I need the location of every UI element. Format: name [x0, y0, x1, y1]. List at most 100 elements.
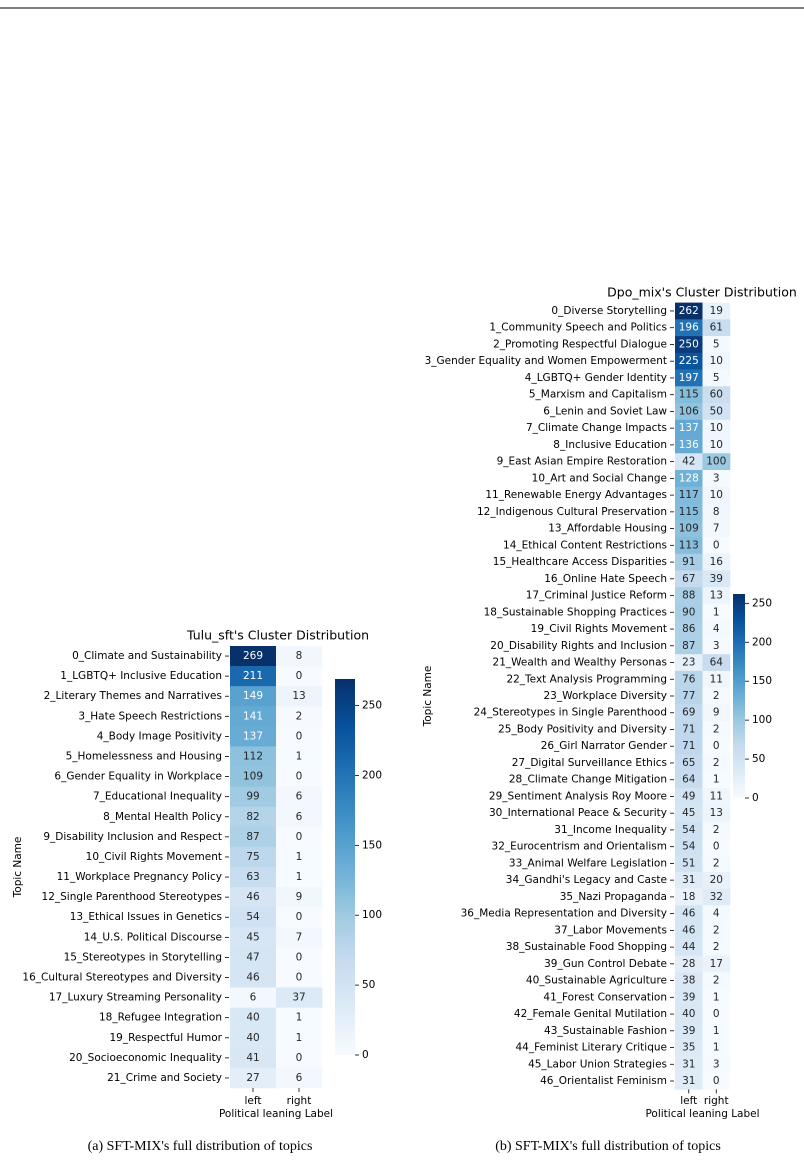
heatmap-cell — [276, 887, 323, 908]
cell-label: 2 — [713, 975, 720, 987]
cell-label: 1 — [296, 1012, 303, 1024]
chart-title: Dpo_mix's Cluster Distribution — [607, 285, 797, 300]
heatmap-cell — [675, 1022, 703, 1040]
heatmap-cell — [675, 587, 703, 605]
cell-label: 27 — [246, 1072, 259, 1084]
heatmap-cell — [230, 806, 277, 828]
heatmap-cell — [675, 436, 703, 454]
heatmap-cell — [702, 704, 731, 722]
heatmap-cell — [276, 706, 323, 727]
cell-label: 60 — [710, 389, 723, 401]
cell-label: 109 — [243, 771, 263, 783]
cell-label: 35 — [682, 1042, 695, 1054]
cell-label: 28 — [682, 958, 695, 970]
y-tick-label: 19_Respectful Humor — [109, 1032, 222, 1044]
cell-label: 2 — [713, 757, 720, 769]
y-tick-label: 29_Sentiment Analysis Roy Moore — [489, 790, 667, 802]
cell-label: 23 — [682, 657, 695, 669]
cell-label: 71 — [682, 740, 695, 752]
y-tick-label: 18_Sustainable Shopping Practices — [484, 606, 667, 618]
y-tick-label: 4_LGBTQ+ Gender Identity — [525, 372, 667, 384]
cell-label: 225 — [679, 355, 699, 367]
y-tick-label: 44_Feminist Literary Critique — [515, 1042, 667, 1054]
y-tick-label: 16_Cultural Stereotypes and Diversity — [22, 972, 222, 984]
heatmap-cell — [276, 766, 323, 787]
cell-label: 5 — [713, 338, 720, 350]
y-tick-label: 1_Community Speech and Politics — [489, 322, 667, 334]
heatmap-cell — [702, 503, 731, 521]
heatmap-cell — [702, 302, 731, 320]
heatmap-cell — [276, 1047, 323, 1069]
heatmap-cell — [276, 967, 323, 988]
cell-label: 0 — [296, 771, 303, 783]
cell-label: 86 — [682, 623, 696, 635]
heatmap-cell — [230, 706, 277, 727]
cell-label: 49 — [682, 790, 695, 802]
y-tick-label: 10_Civil Rights Movement — [86, 851, 222, 863]
heatmap-cell — [702, 871, 731, 889]
x-axis-label: Political leaning Label — [645, 1108, 759, 1120]
y-tick-label: 46_Orientalist Feminism — [540, 1075, 667, 1087]
y-tick-label: 26_Girl Narrator Gender — [541, 740, 668, 752]
heatmap-cell — [276, 987, 323, 1008]
y-tick-label: 34_Gandhi's Legacy and Caste — [506, 874, 667, 886]
cell-label: 1 — [713, 774, 720, 786]
y-tick-label: 15_Stereotypes in Storytelling — [64, 951, 222, 963]
heatmap-cell — [702, 1022, 731, 1040]
heatmap-cell — [230, 887, 277, 908]
heatmap-cell — [702, 754, 731, 772]
heatmap-cell — [675, 637, 703, 655]
cell-label: 115 — [679, 389, 699, 401]
y-tick-label: 19_Civil Rights Movement — [531, 623, 667, 635]
cell-label: 18 — [682, 891, 695, 903]
y-tick-label: 4_Body Image Positivity — [97, 730, 222, 742]
heatmap-cell — [702, 1005, 731, 1023]
heatmap-cell — [276, 726, 323, 747]
heatmap-cell — [702, 888, 731, 906]
heatmap-cell — [230, 746, 277, 767]
colorbar-tick-label: 250 — [752, 597, 772, 609]
heatmap-cell — [675, 855, 703, 873]
colorbar-tick-label: 50 — [752, 753, 765, 765]
heatmap-cell — [702, 804, 731, 822]
heatmap-cell — [702, 536, 731, 555]
heatmap-cell — [675, 771, 703, 789]
heatmap-cell — [702, 988, 731, 1006]
y-tick-label: 20_Disability Rights and Inclusion — [490, 640, 667, 652]
heatmap-cell — [675, 654, 703, 672]
cell-label: 64 — [710, 657, 724, 669]
y-tick-label: 36_Media Representation and Diversity — [461, 908, 667, 920]
cell-label: 137 — [679, 422, 699, 434]
cell-label: 106 — [679, 405, 699, 417]
cell-label: 6 — [250, 992, 257, 1004]
cell-label: 45 — [682, 807, 695, 819]
colorbar-tick-label: 250 — [362, 700, 382, 712]
y-tick-label: 21_Wealth and Wealthy Personas — [493, 657, 667, 669]
cell-label: 2 — [713, 924, 720, 936]
heatmap-cell — [702, 938, 731, 956]
cell-label: 128 — [679, 472, 699, 484]
heatmap-cell — [702, 654, 731, 672]
cell-label: 69 — [682, 707, 695, 719]
cell-label: 141 — [243, 710, 263, 722]
heatmap-cell — [230, 1027, 277, 1049]
cell-label: 6 — [296, 811, 303, 823]
heatmap-cell — [675, 1039, 703, 1057]
y-axis-label: Topic Name — [12, 837, 24, 899]
heatmap-cell — [276, 867, 323, 888]
heatmap-cell — [702, 838, 731, 856]
cell-label: 10 — [710, 355, 723, 367]
cell-label: 197 — [679, 372, 699, 384]
cell-label: 109 — [679, 523, 699, 535]
y-tick-label: 33_Animal Welfare Legislation — [509, 857, 667, 869]
heatmap-cell — [276, 686, 323, 707]
cell-label: 87 — [682, 640, 695, 652]
heatmap-cell — [230, 1007, 277, 1029]
cell-label: 9 — [296, 891, 303, 903]
heatmap-cell — [675, 905, 703, 923]
y-axis-label: Topic Name — [422, 666, 434, 728]
heatmap-cell — [702, 955, 731, 973]
heatmap-cell — [702, 687, 731, 705]
y-tick-label: 39_Gun Control Debate — [544, 958, 667, 970]
y-tick-label: 7_Educational Inequality — [93, 791, 222, 803]
